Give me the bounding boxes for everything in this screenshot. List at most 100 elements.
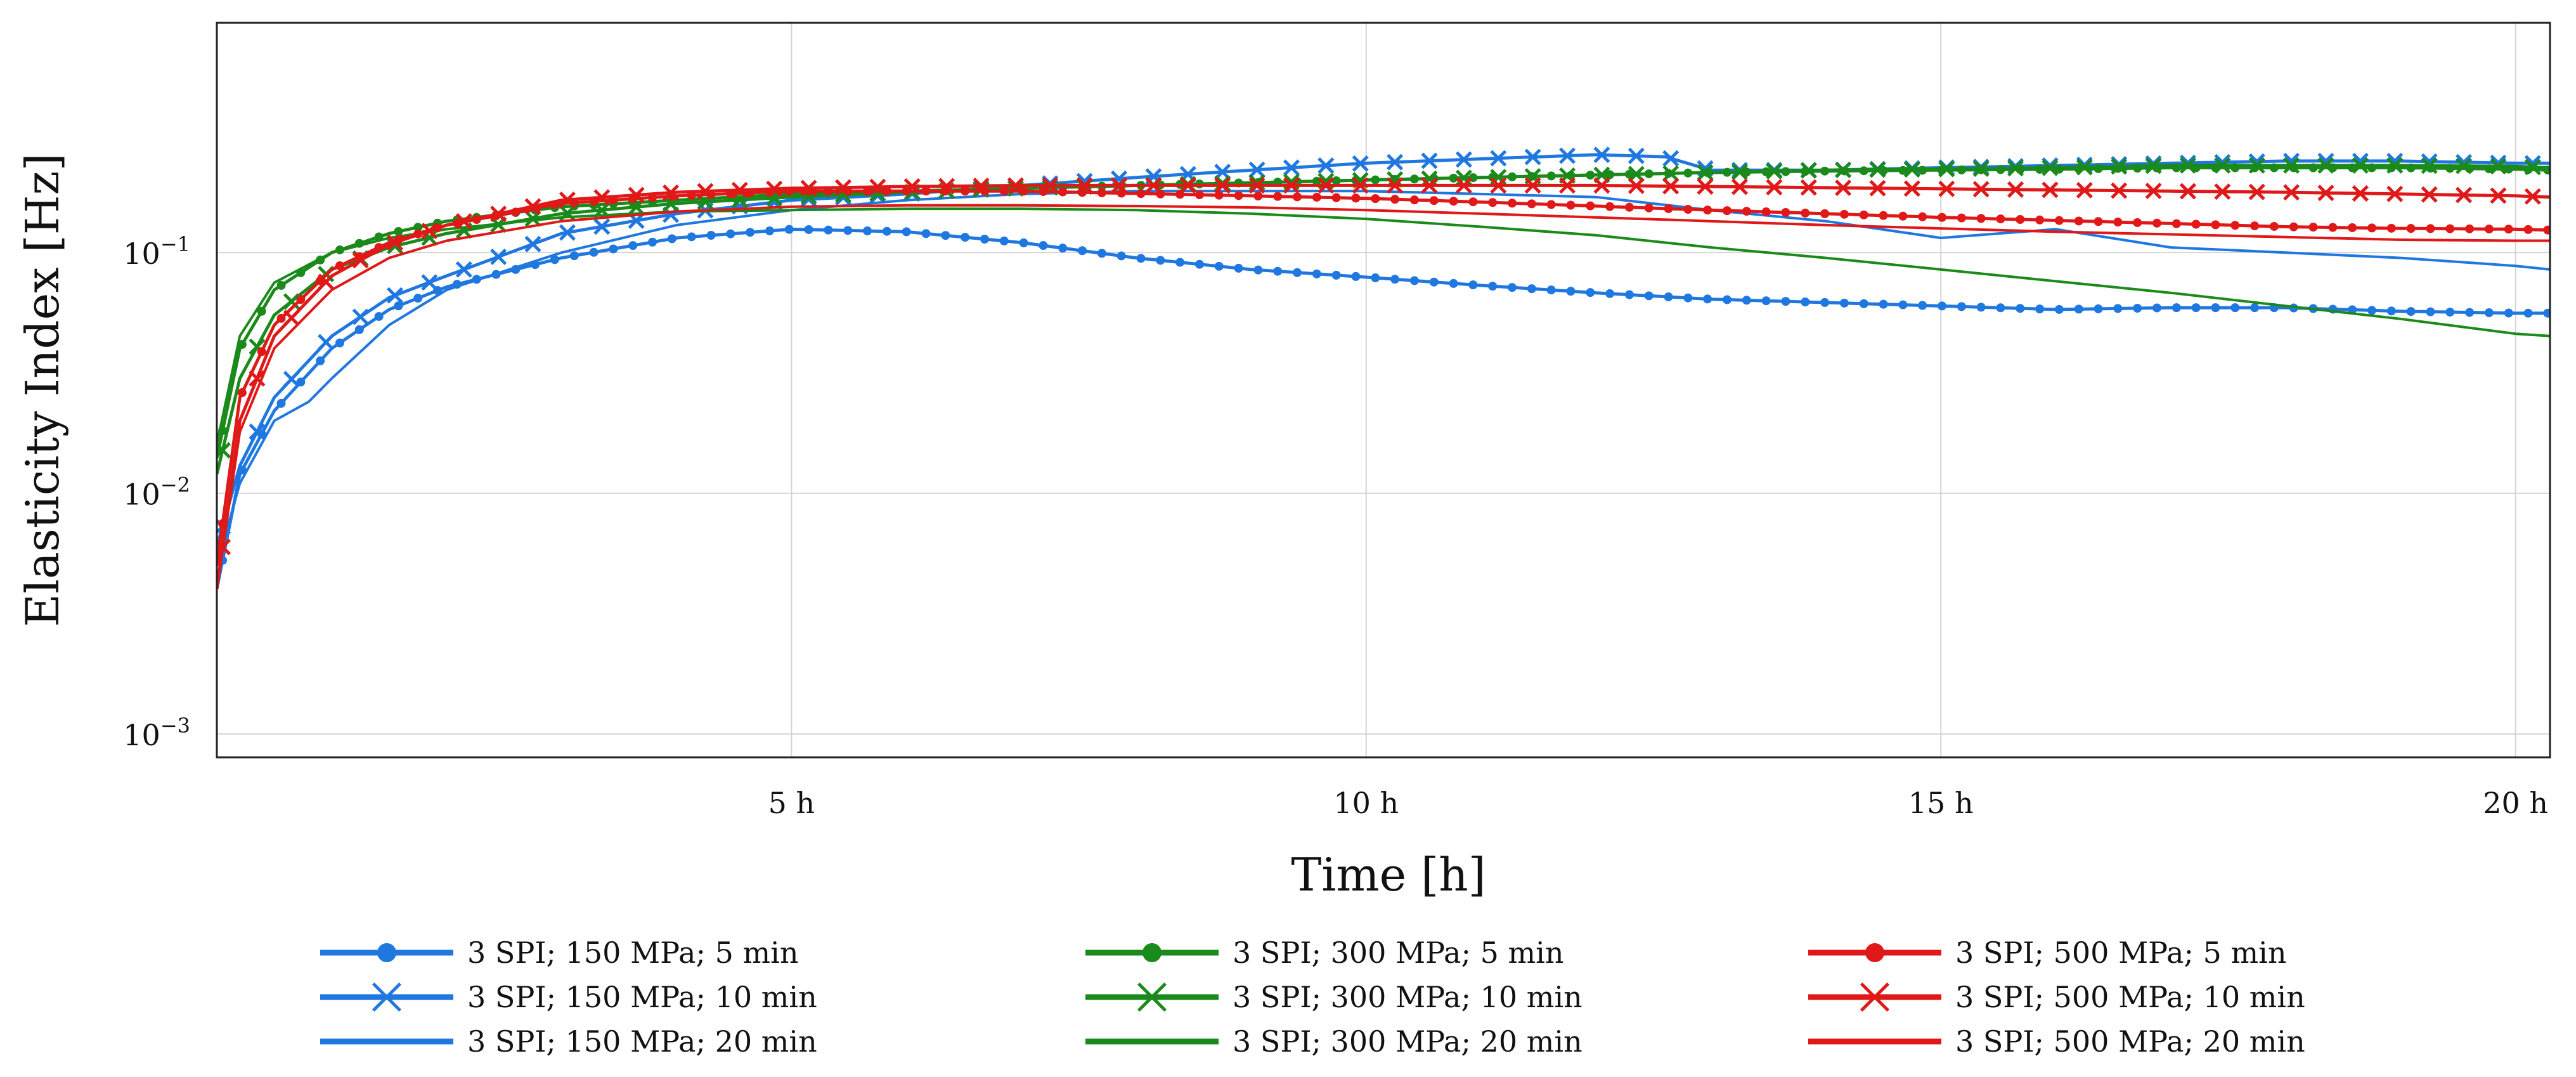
data-point	[386, 287, 404, 304]
data-point	[1957, 213, 1966, 223]
data-point	[1869, 180, 1886, 197]
grid	[217, 23, 2550, 757]
data-point	[2445, 308, 2455, 317]
data-point	[1234, 191, 1243, 200]
data-point	[1387, 153, 1404, 171]
data-point	[524, 210, 541, 227]
data-point	[2076, 181, 2093, 199]
plot-frame	[216, 22, 2551, 759]
data-point	[354, 325, 364, 334]
data-point	[1409, 195, 1419, 205]
data-point	[352, 252, 369, 269]
data-point	[2504, 308, 2513, 318]
data-point	[1628, 147, 1645, 164]
data-point	[804, 225, 813, 234]
data-point	[217, 441, 231, 459]
data-point	[667, 234, 676, 244]
data-point	[394, 301, 403, 311]
data-point	[2230, 303, 2240, 313]
data-point	[2484, 308, 2494, 318]
data-point	[1761, 296, 1771, 306]
data-point	[961, 233, 970, 242]
data-point	[1731, 164, 1748, 181]
data-point	[1351, 193, 1361, 203]
data-point	[766, 180, 783, 197]
series-line	[217, 189, 2550, 566]
data-point	[1624, 202, 1634, 212]
data-point	[335, 338, 344, 348]
x-axis-title: Time [h]	[1291, 848, 1485, 901]
data-point	[1546, 285, 1556, 295]
data-point	[1957, 302, 1966, 311]
data-point	[2289, 222, 2298, 232]
series-8	[217, 177, 2550, 590]
data-point	[2465, 224, 2475, 233]
data-point	[2386, 185, 2404, 202]
data-point	[1664, 204, 1673, 213]
data-point	[1527, 199, 1536, 209]
data-point	[731, 181, 748, 199]
data-point	[1766, 179, 1783, 196]
data-point	[628, 241, 638, 251]
legend-label: 3 SPI; 150 MPa; 10 min	[467, 980, 817, 1014]
data-point	[1248, 174, 1265, 191]
legend-entry: 3 SPI; 150 MPa; 5 min	[320, 936, 798, 970]
data-point	[687, 232, 696, 242]
data-point	[1352, 155, 1369, 172]
data-point	[1839, 209, 1849, 219]
data-point	[1317, 177, 1335, 194]
data-point	[1331, 270, 1341, 280]
data-point	[2317, 157, 2334, 174]
data-point	[394, 227, 403, 237]
data-point	[2113, 218, 2123, 227]
data-point	[318, 334, 335, 351]
data-point	[2133, 303, 2142, 313]
data-point	[1331, 193, 1341, 202]
data-point	[2113, 304, 2123, 313]
series-line	[217, 227, 2550, 590]
data-point	[1801, 208, 1810, 218]
data-point	[609, 244, 618, 254]
legend: 3 SPI; 150 MPa; 5 min 3 SPI; 150 MPa; 10 …	[320, 936, 2305, 1059]
data-point	[1801, 297, 1810, 307]
legend-label: 3 SPI; 300 MPa; 10 min	[1233, 980, 1582, 1014]
data-point	[863, 186, 872, 196]
data-point	[1042, 177, 1059, 194]
data-point	[1076, 177, 1093, 194]
legend-marker	[1142, 943, 1162, 962]
data-point	[2211, 303, 2220, 313]
data-point	[1136, 254, 1146, 263]
data-point	[2308, 223, 2318, 232]
data-point	[1628, 177, 1645, 194]
data-point	[1800, 179, 1817, 196]
data-point	[1566, 200, 1576, 210]
legend-marker	[1137, 982, 1167, 1012]
y-axis-title: Elasticity Index [Hz]	[16, 153, 69, 627]
data-point	[524, 198, 541, 215]
data-point	[1559, 177, 1576, 194]
data-point	[1351, 271, 1361, 281]
data-point	[2145, 182, 2162, 200]
data-point	[2523, 308, 2533, 318]
legend-label: 3 SPI; 300 MPa; 20 min	[1233, 1024, 1582, 1059]
x-tick-label: 20 h	[2483, 786, 2548, 820]
data-point	[1662, 150, 1680, 167]
data-point	[1468, 197, 1478, 207]
data-point	[237, 340, 247, 349]
data-point	[1488, 198, 1498, 207]
legend-entry: 3 SPI; 500 MPa; 10 min	[1808, 980, 2305, 1014]
data-point	[1058, 187, 1068, 197]
data-point	[834, 179, 851, 196]
data-point	[455, 261, 472, 278]
data-point	[2352, 185, 2369, 202]
data-point	[2248, 183, 2265, 200]
data-point	[1918, 301, 1927, 310]
data-point	[2230, 221, 2240, 230]
data-point	[1593, 177, 1610, 194]
data-point	[1586, 201, 1595, 211]
legend-entry: 3 SPI; 300 MPa; 20 min	[1085, 1024, 1582, 1059]
data-point	[2317, 185, 2334, 202]
data-point	[1761, 207, 1771, 217]
data-point	[2191, 219, 2201, 229]
data-point	[1524, 177, 1541, 194]
